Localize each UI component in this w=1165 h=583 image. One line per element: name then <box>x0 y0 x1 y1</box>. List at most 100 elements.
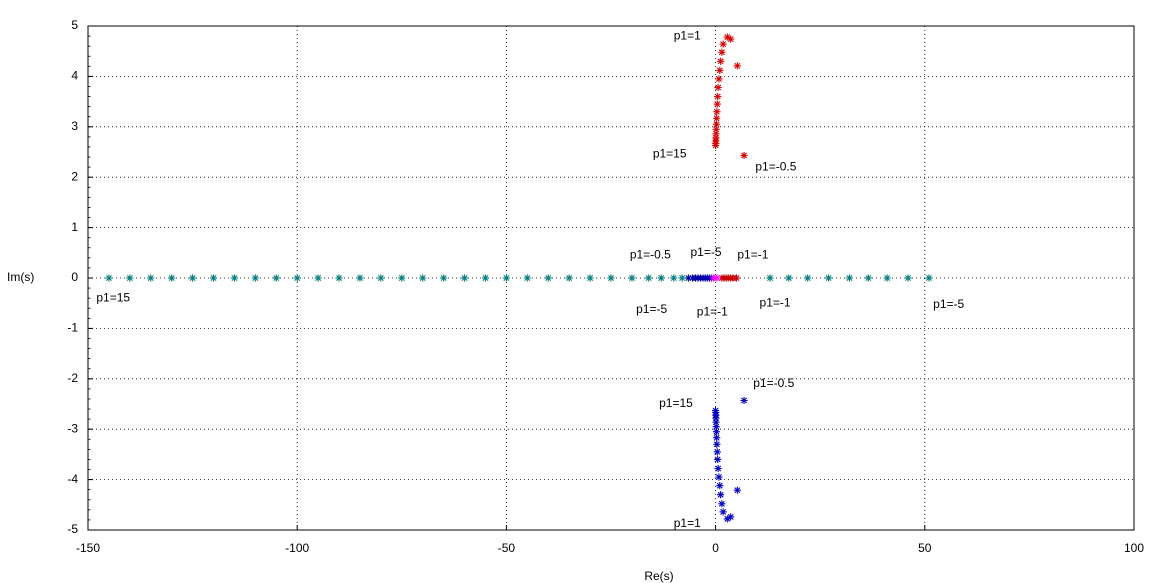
marks-layer <box>105 33 933 523</box>
data-point-real_right <box>766 274 774 282</box>
data-point-lower <box>716 482 724 490</box>
data-point-real_left <box>645 274 653 282</box>
y-tick-label: 2 <box>71 169 78 183</box>
y-tick-label: -2 <box>67 371 78 385</box>
data-point-lower <box>713 440 721 448</box>
y-tick-label: -4 <box>67 472 78 486</box>
data-point-real_left <box>126 274 134 282</box>
data-point-real_left <box>230 274 239 282</box>
data-point-upper <box>714 92 722 101</box>
point-annotation: p1=15 <box>96 290 130 304</box>
data-point-real_left <box>607 274 615 282</box>
data-point-real_left <box>356 274 364 282</box>
y-tick-label: -5 <box>67 522 78 536</box>
x-tick-label: -100 <box>285 541 309 555</box>
point-annotation: p1=-1 <box>760 295 791 309</box>
x-tick-label: -150 <box>76 541 100 555</box>
data-point-real_right <box>845 274 854 282</box>
data-point-upper <box>718 48 726 56</box>
data-point-upper <box>727 35 735 43</box>
data-point-lower <box>717 491 725 499</box>
y-tick-label: 4 <box>71 69 78 83</box>
data-point-upper <box>712 125 720 133</box>
data-point-lower <box>733 486 741 494</box>
data-point-real_right <box>925 274 933 282</box>
y-tick-label: -1 <box>67 321 78 335</box>
data-point-lower <box>740 396 748 405</box>
data-point-real_right <box>904 274 912 282</box>
data-point-real_left <box>335 274 343 282</box>
data-point-upper <box>717 57 725 65</box>
point-annotation: p1=-0.5 <box>630 247 671 261</box>
data-point-upper <box>713 108 721 116</box>
x-tick-label: 50 <box>918 541 932 555</box>
data-point-center_pos <box>732 274 741 282</box>
x-tick-label: -50 <box>498 541 516 555</box>
data-point-real_left <box>544 274 552 282</box>
data-point-upper <box>713 114 721 122</box>
y-tick-label: 0 <box>71 270 78 284</box>
data-point-real_left <box>419 274 427 282</box>
point-annotation: p1=-5 <box>690 245 721 259</box>
data-point-upper <box>719 40 727 48</box>
y-axis-title: Im(s) <box>7 270 34 284</box>
data-point-lower <box>712 428 721 436</box>
data-point-real_left <box>460 274 469 282</box>
data-point-lower <box>719 508 727 516</box>
data-point-real_left <box>189 274 197 282</box>
data-point-upper <box>715 75 723 83</box>
point-annotation: p1=15 <box>653 147 687 161</box>
data-point-lower <box>712 406 720 415</box>
data-point-upper <box>740 151 748 160</box>
point-annotation: p1=-1 <box>697 304 728 318</box>
data-point-upper <box>716 66 724 74</box>
data-point-real_left <box>628 274 636 282</box>
data-point-upper <box>712 120 721 128</box>
data-point-real_left <box>377 274 385 282</box>
data-point-lower <box>713 448 721 456</box>
data-point-real_left <box>105 274 113 282</box>
data-point-upper <box>712 141 720 150</box>
data-point-real_left <box>147 274 155 282</box>
data-point-real_left <box>502 274 510 282</box>
data-point-lower <box>713 434 721 442</box>
data-point-real_left <box>272 274 280 282</box>
data-point-real_left <box>398 274 406 282</box>
data-point-lower <box>727 513 735 521</box>
data-point-real_left <box>565 274 573 282</box>
data-point-real_right <box>785 274 793 282</box>
data-point-lower <box>718 500 726 508</box>
data-point-real_left <box>678 274 686 282</box>
data-point-upper <box>713 100 721 108</box>
data-point-real_right <box>864 274 872 282</box>
data-point-real_left <box>481 274 490 282</box>
point-annotation: p1=1 <box>674 516 701 530</box>
data-point-real_right <box>883 274 891 282</box>
data-point-lower <box>715 473 723 481</box>
y-tick-label: 3 <box>71 119 78 133</box>
data-point-real_left <box>314 274 322 282</box>
data-point-real_left <box>440 274 448 282</box>
point-annotation: p1=-1 <box>737 247 768 261</box>
data-point-upper <box>714 83 722 92</box>
data-point-real_right <box>804 274 812 282</box>
y-tick-label: 1 <box>71 220 78 234</box>
point-annotation: p1=-0.5 <box>753 376 794 390</box>
data-point-lower <box>714 464 722 473</box>
data-point-upper <box>733 62 741 70</box>
data-point-origin <box>713 274 721 282</box>
tick-layer: -150 -100 -50 0 50 100 -5 -4 -3 -2 -1 0 1 2 3 4 5 <box>67 18 1144 555</box>
point-annotation: p1=1 <box>674 28 701 42</box>
y-tick-label: -3 <box>67 421 78 435</box>
point-annotation: p1=15 <box>659 396 693 410</box>
data-point-real_right <box>824 274 833 282</box>
point-annotation: p1=-5 <box>933 297 964 311</box>
y-tick-label: 5 <box>71 18 78 32</box>
data-point-real_left <box>657 274 665 282</box>
point-annotation: p1=-0.5 <box>755 159 796 173</box>
data-point-real_left <box>586 274 594 282</box>
data-point-real_left <box>209 274 218 282</box>
data-point-real_left <box>523 274 531 282</box>
